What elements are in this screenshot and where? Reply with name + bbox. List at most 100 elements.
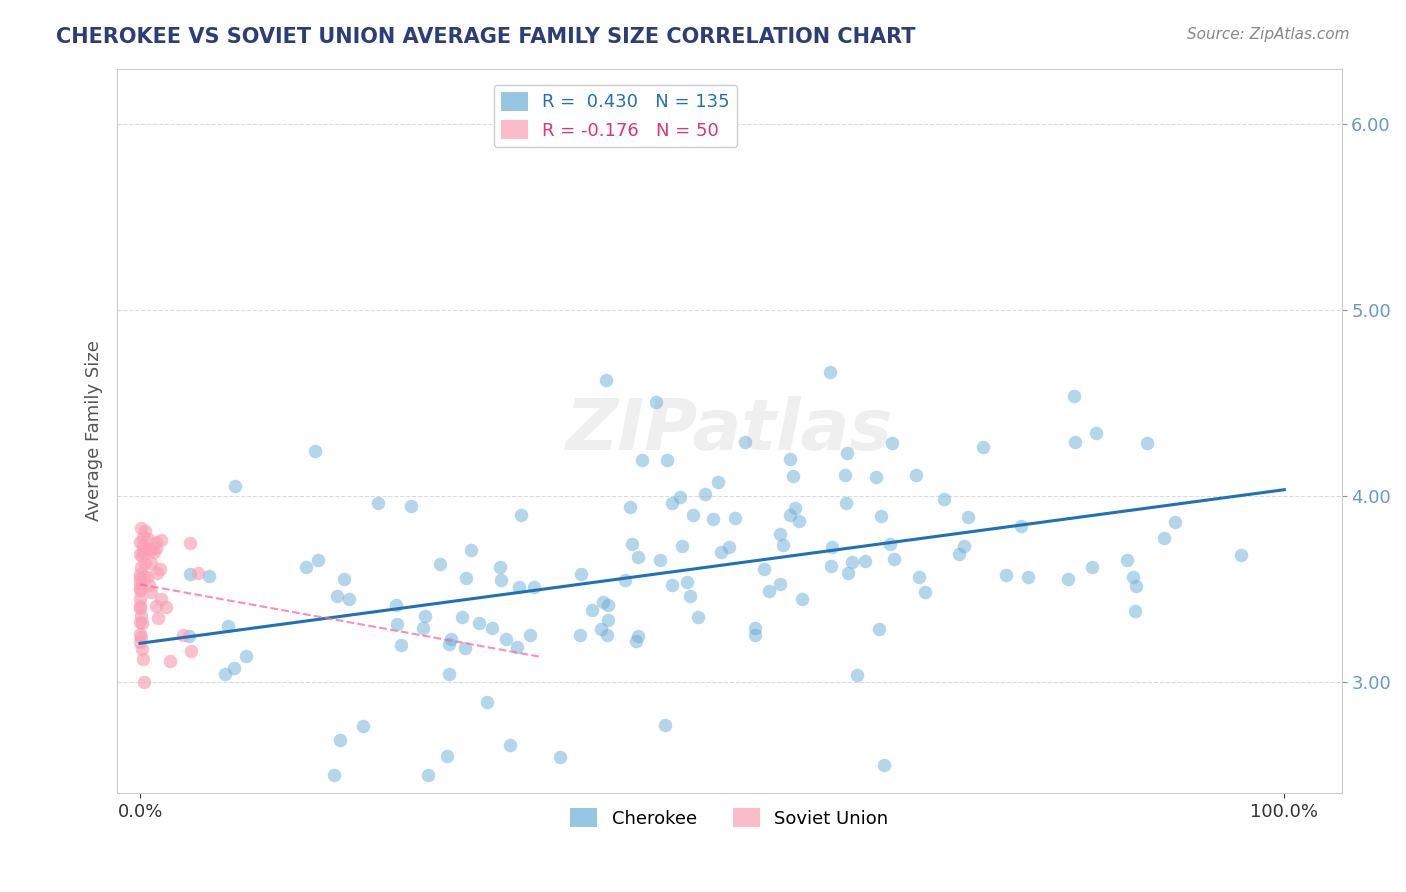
Point	[1136, 436, 1159, 450]
Point	[905, 467, 928, 482]
Point	[519, 628, 541, 642]
Point	[129, 575, 152, 590]
Point	[129, 615, 152, 630]
Point	[592, 595, 614, 609]
Point	[149, 562, 172, 576]
Point	[416, 768, 439, 782]
Point	[630, 452, 652, 467]
Point	[131, 642, 153, 657]
Point	[337, 591, 360, 606]
Point	[682, 508, 704, 523]
Point	[132, 675, 155, 690]
Point	[180, 644, 202, 658]
Point	[132, 652, 155, 666]
Point	[322, 768, 344, 782]
Point	[439, 637, 461, 651]
Point	[779, 508, 801, 523]
Point	[1164, 515, 1187, 529]
Point	[853, 554, 876, 568]
Point	[626, 550, 648, 565]
Point	[489, 573, 512, 587]
Point	[1085, 426, 1108, 441]
Point	[155, 599, 177, 614]
Point	[1122, 569, 1144, 583]
Point	[676, 574, 699, 589]
Point	[134, 524, 156, 538]
Point	[129, 608, 152, 623]
Point	[702, 512, 724, 526]
Point	[131, 544, 153, 558]
Point	[952, 539, 974, 553]
Point	[429, 557, 451, 571]
Point	[129, 571, 152, 585]
Point	[145, 566, 167, 581]
Point	[994, 568, 1017, 582]
Point	[129, 521, 152, 535]
Point	[134, 569, 156, 583]
Point	[436, 748, 458, 763]
Point	[481, 621, 503, 635]
Point	[596, 598, 619, 612]
Point	[671, 539, 693, 553]
Text: Source: ZipAtlas.com: Source: ZipAtlas.com	[1187, 27, 1350, 42]
Point	[150, 591, 173, 606]
Point	[914, 585, 936, 599]
Text: CHEROKEE VS SOVIET UNION AVERAGE FAMILY SIZE CORRELATION CHART: CHEROKEE VS SOVIET UNION AVERAGE FAMILY …	[56, 27, 915, 46]
Point	[399, 500, 422, 514]
Point	[1125, 579, 1147, 593]
Point	[187, 566, 209, 581]
Point	[785, 500, 807, 515]
Point	[1063, 389, 1085, 403]
Point	[707, 475, 730, 489]
Point	[769, 576, 792, 591]
Point	[489, 559, 512, 574]
Point	[620, 537, 643, 551]
Point	[367, 496, 389, 510]
Point	[506, 640, 529, 655]
Point	[509, 508, 531, 522]
Point	[294, 559, 316, 574]
Point	[835, 446, 858, 460]
Point	[650, 552, 672, 566]
Point	[879, 536, 901, 550]
Point	[475, 695, 498, 709]
Point	[307, 553, 329, 567]
Point	[758, 584, 780, 599]
Point	[932, 491, 955, 506]
Point	[352, 719, 374, 733]
Point	[846, 668, 869, 682]
Point	[1115, 553, 1137, 567]
Point	[1017, 569, 1039, 583]
Point	[589, 623, 612, 637]
Point	[595, 373, 617, 387]
Point	[834, 467, 856, 482]
Point	[145, 535, 167, 549]
Point	[136, 569, 159, 583]
Point	[568, 628, 591, 642]
Point	[596, 628, 619, 642]
Point	[688, 610, 710, 624]
Point	[619, 500, 641, 515]
Point	[569, 566, 592, 581]
Point	[841, 555, 863, 569]
Point	[129, 626, 152, 640]
Point	[385, 617, 408, 632]
Point	[138, 578, 160, 592]
Point	[499, 739, 522, 753]
Point	[782, 469, 804, 483]
Point	[790, 592, 813, 607]
Point	[454, 641, 477, 656]
Point	[956, 509, 979, 524]
Point	[131, 538, 153, 552]
Point	[821, 540, 844, 554]
Point	[136, 532, 159, 546]
Point	[456, 571, 478, 585]
Point	[661, 577, 683, 591]
Point	[145, 599, 167, 613]
Point	[695, 487, 717, 501]
Point	[332, 572, 354, 586]
Point	[655, 453, 678, 467]
Point	[661, 495, 683, 509]
Point	[177, 629, 200, 643]
Point	[1063, 434, 1085, 449]
